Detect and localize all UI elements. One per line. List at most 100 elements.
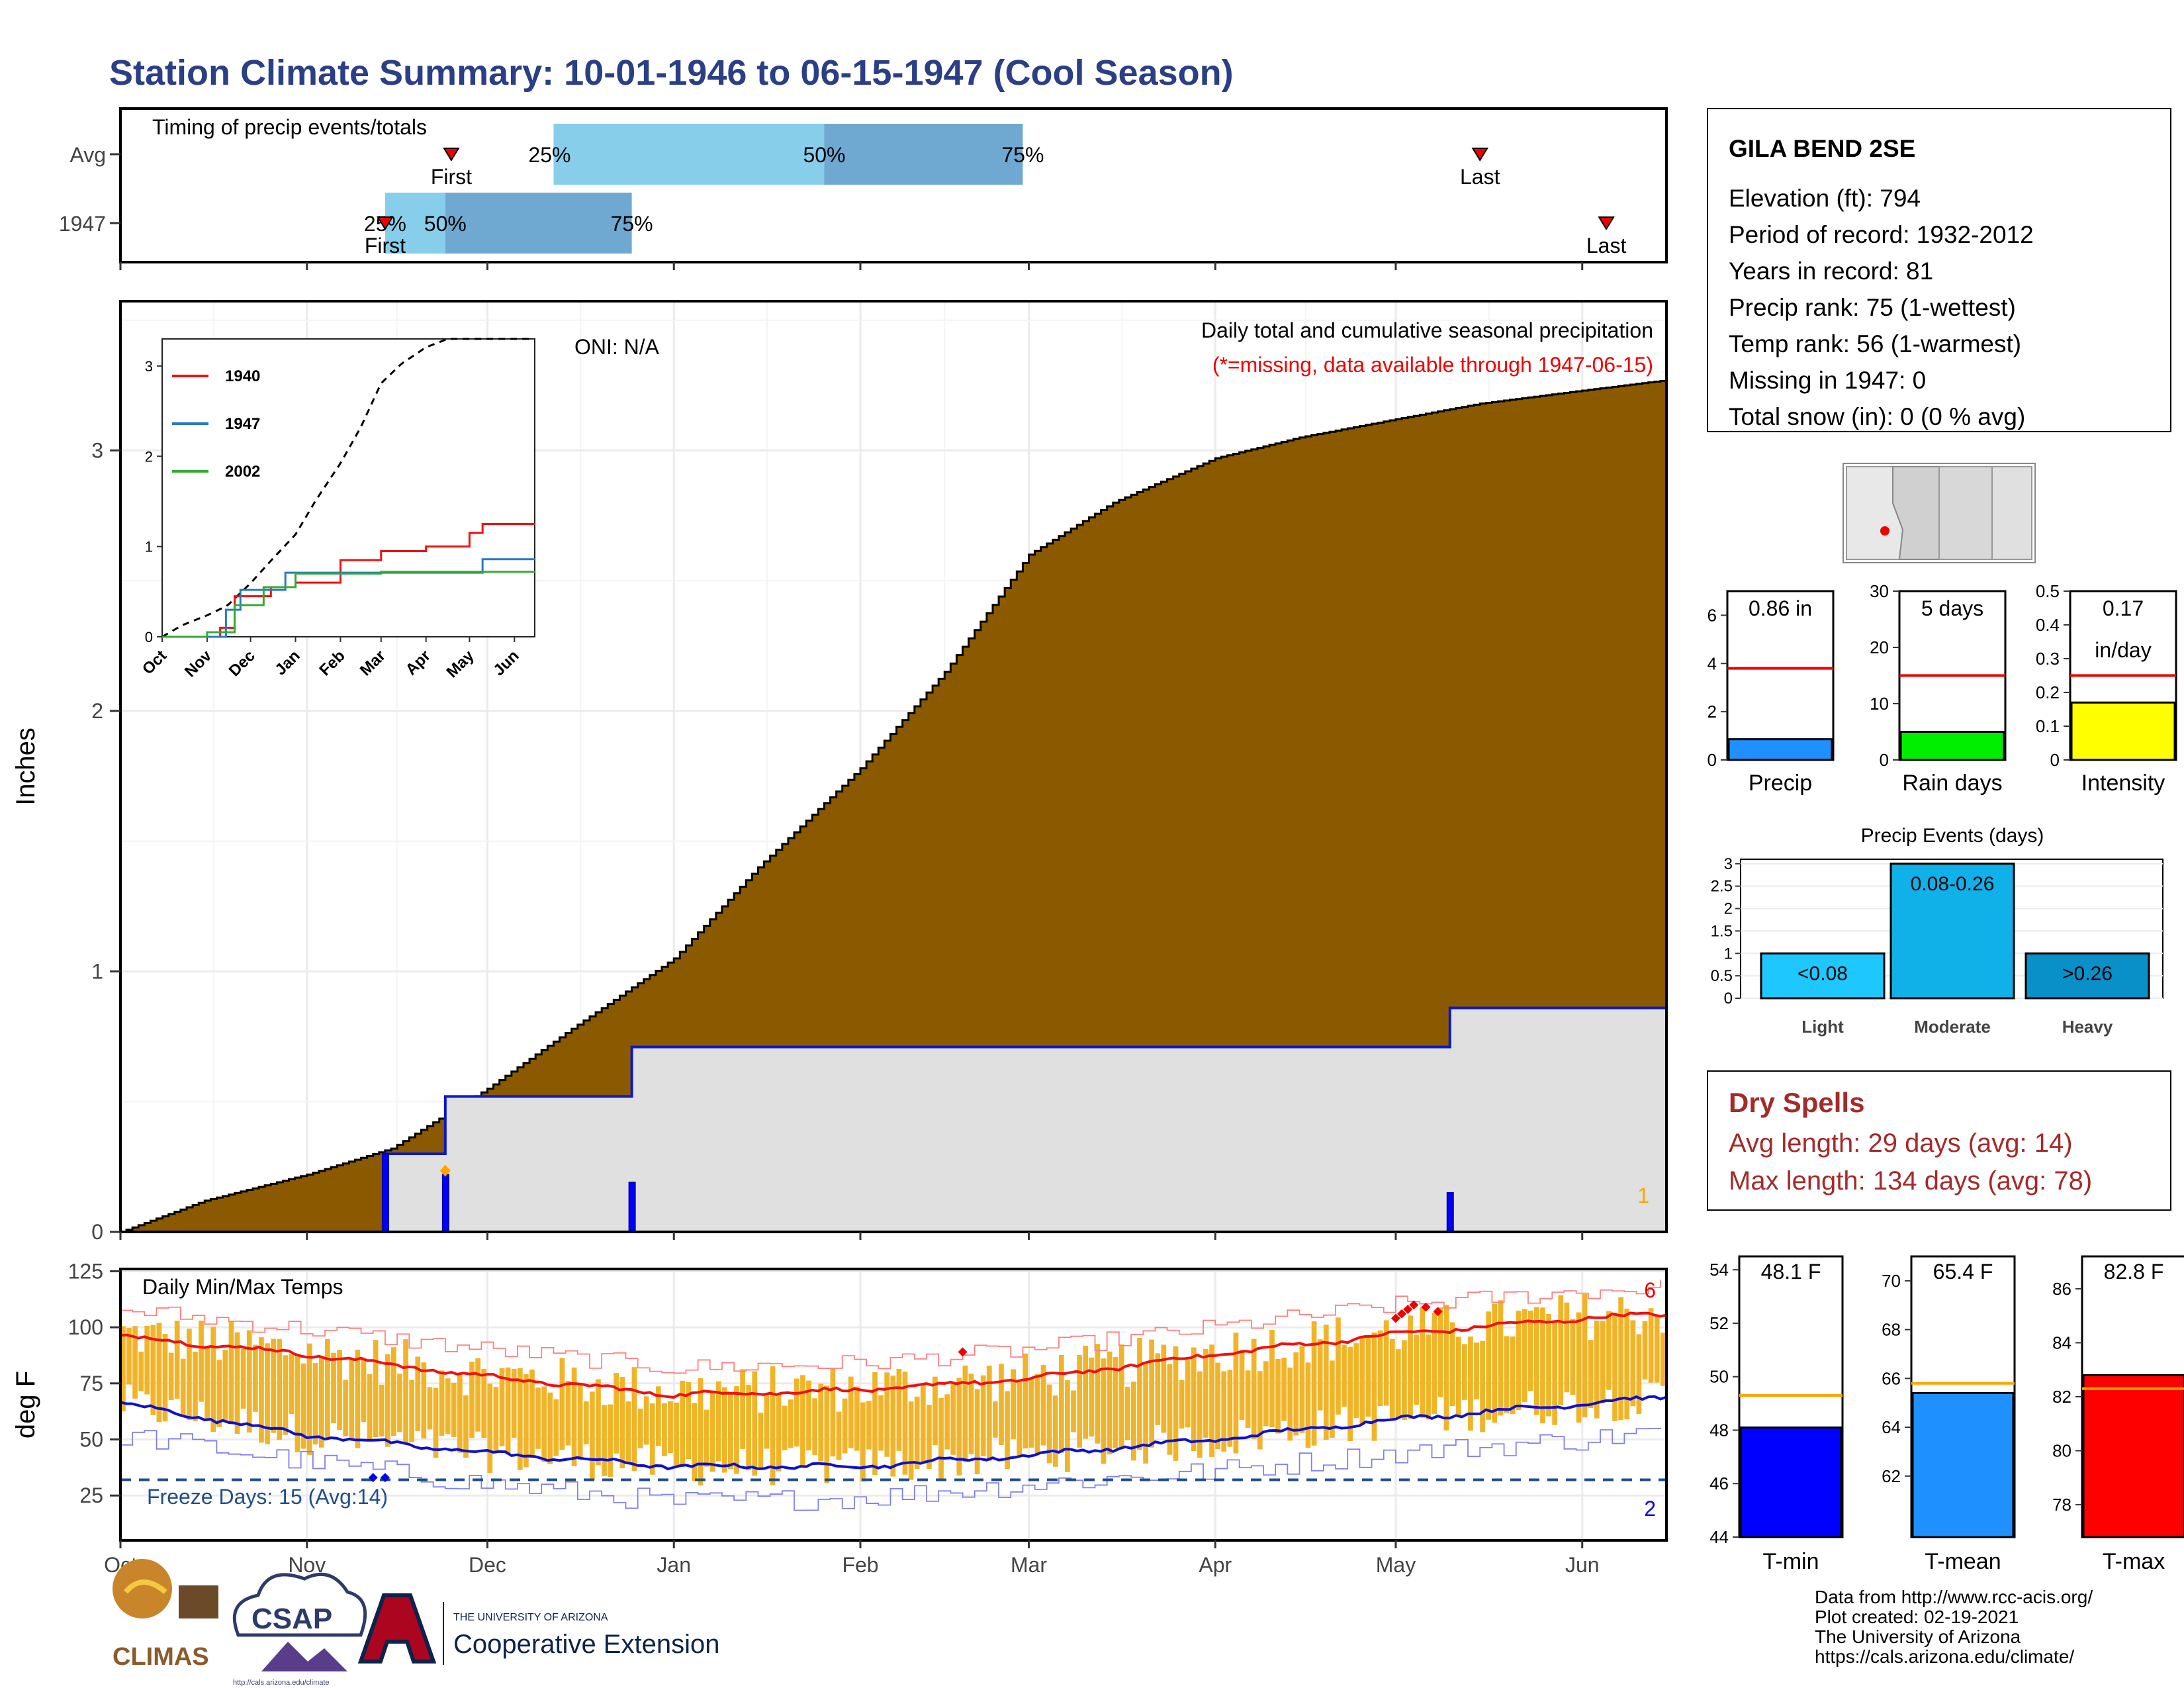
daily-temp-bar (1299, 1346, 1305, 1433)
precip-note-missing: (*=missing, data available through 1947-… (1212, 353, 1653, 377)
climas-arc (123, 1579, 167, 1595)
daily-temp-bar (565, 1380, 571, 1446)
daily-temp-bar (715, 1381, 721, 1462)
daily-temp-bar (1377, 1330, 1383, 1406)
daily-temp-bar (126, 1327, 132, 1385)
daily-temp-bar (1305, 1362, 1311, 1448)
daily-temp-bar (1257, 1371, 1263, 1450)
university-logo: THE UNIVERSITY OF ARIZONA Cooperative Ext… (357, 1593, 719, 1665)
daily-temp-bar (764, 1395, 770, 1449)
daily-temp-bar (1052, 1395, 1058, 1467)
small-bar-tick-label: 0.3 (2036, 649, 2060, 669)
daily-temp-bar (692, 1403, 698, 1481)
daily-temp-bar (337, 1350, 342, 1430)
daily-temp-bar (1269, 1330, 1275, 1427)
daily-temp-bar (1336, 1317, 1341, 1415)
climas-text: CLIMAS (113, 1643, 209, 1671)
daily-temp-bar (842, 1398, 848, 1454)
daily-temp-bar (517, 1368, 523, 1470)
daily-temp-bar (234, 1332, 240, 1434)
daily-temp-bar (1227, 1370, 1233, 1447)
small-bar-tick-label: 2 (1707, 702, 1717, 722)
daily-temp-bar (1203, 1348, 1208, 1438)
record-low-marker (368, 1473, 378, 1483)
inset-y-tick-label: 1 (145, 539, 153, 555)
daily-temp-bar (1468, 1336, 1473, 1431)
daily-temp-bar (1461, 1344, 1467, 1400)
events-tick-label: 2.5 (1711, 878, 1733, 896)
daily-temp-bar (1058, 1354, 1064, 1453)
daily-temp-bar (614, 1373, 619, 1454)
daily-temp-bar (463, 1395, 469, 1458)
csap-text: CSAP (251, 1603, 332, 1635)
daily-temp-bar (1365, 1336, 1371, 1417)
timing-q25-50-bar (385, 193, 445, 254)
daily-temp-bar (752, 1371, 758, 1476)
daily-temp-bar (475, 1358, 481, 1432)
events-tick-label: 1.5 (1711, 922, 1733, 940)
daily-temp-bar (547, 1392, 553, 1464)
daily-temp-bar (1558, 1295, 1564, 1405)
daily-temp-bar (1414, 1335, 1419, 1405)
small-bar-value (1899, 731, 2005, 761)
small-bar-tick-label: 4 (1707, 653, 1717, 673)
daily-temp-bar (1239, 1350, 1245, 1421)
daily-temp-bar (469, 1361, 475, 1438)
record-high-marker (1409, 1300, 1419, 1310)
daily-temp-bar (1023, 1353, 1028, 1449)
daily-temp-bar (156, 1323, 162, 1423)
temp-bar-tick-label: 62 (1882, 1466, 1901, 1486)
daily-temp-bar (956, 1378, 962, 1476)
temp-bar-value (1911, 1391, 2015, 1538)
daily-temp-bar (1480, 1340, 1485, 1432)
temp-bar-tick-label: 50 (1709, 1367, 1729, 1387)
daily-temp-bar (902, 1372, 908, 1475)
temp-panel-label: Daily Min/Max Temps (142, 1275, 343, 1299)
events-bar (1889, 863, 2015, 1000)
daily-temp-bar (1630, 1320, 1636, 1407)
daily-temp-bar (1071, 1390, 1076, 1432)
footer-line: https://cals.arizona.edu/climate/ (1815, 1646, 2074, 1667)
daily-temp-bar (1221, 1371, 1227, 1452)
record-high-marker (1421, 1302, 1431, 1312)
temp-bar-tick-label: 80 (2052, 1441, 2071, 1461)
inset-y-tick-label: 3 (145, 358, 153, 375)
station-info-line: Period of record: 1932-2012 (1729, 221, 2034, 248)
dry-spells-title: Dry Spells (1729, 1087, 1864, 1118)
location-map (1843, 463, 2036, 563)
cumulative-avg-area (120, 380, 1666, 1232)
daily-temp-bar (1245, 1370, 1251, 1428)
daily-temp-bar (222, 1349, 228, 1421)
timing-first-label: First (431, 165, 472, 189)
daily-temp-bar (788, 1399, 794, 1448)
daily-temp-bar (427, 1387, 433, 1430)
temp-bar-value-text: 65.4 F (1933, 1260, 1993, 1284)
daily-temp-bar (1353, 1343, 1359, 1419)
daily-temp-bar (499, 1368, 505, 1446)
daily-temp-bar (1618, 1297, 1624, 1421)
events-category-label: Moderate (1914, 1017, 1991, 1037)
daily-precip-bar (381, 1152, 389, 1233)
daily-temp-bar (246, 1330, 252, 1433)
daily-precip-bar (441, 1174, 449, 1233)
daily-temp-bar (277, 1338, 283, 1440)
footer-line: Data from http://www.rcc-acis.org/ (1815, 1587, 2093, 1607)
daily-temp-bar (1287, 1367, 1293, 1441)
climas-logo: CLIMAS (113, 1559, 218, 1671)
daily-temp-bar (1101, 1358, 1107, 1464)
station-info-line: Precip rank: 75 (1-wettest) (1729, 294, 2016, 321)
temp-bar-label: T-max (2103, 1549, 2165, 1574)
month-label: Apr (1199, 1553, 1232, 1577)
record-high-marker (958, 1347, 968, 1357)
small-bar-label: Precip (1749, 771, 1812, 796)
small-bar-tick-label: 30 (1870, 581, 1889, 601)
daily-temp-bar (860, 1402, 866, 1482)
daily-temp-bar (1426, 1335, 1432, 1420)
daily-temp-bar (391, 1347, 396, 1436)
station-info-line: Temp rank: 56 (1-warmest) (1729, 330, 2021, 357)
daily-temp-bar (1131, 1382, 1136, 1461)
daily-temp-bar (162, 1334, 168, 1422)
daily-temp-bar (674, 1402, 679, 1466)
daily-temp-bar (373, 1340, 379, 1438)
daily-temp-bar (1420, 1306, 1426, 1418)
